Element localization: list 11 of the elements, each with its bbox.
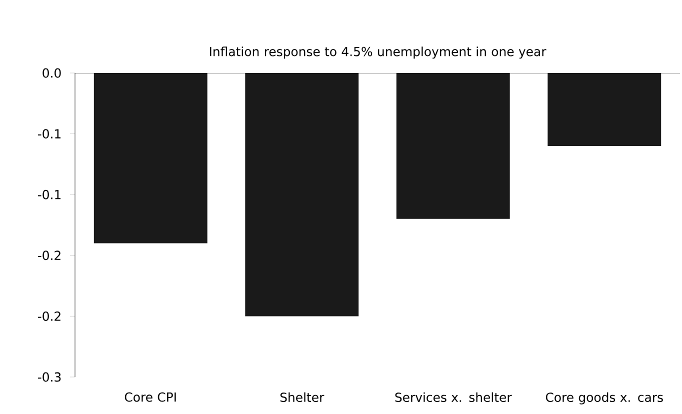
- y-tick-label: 0.0: [42, 68, 61, 78]
- y-tick-label: -0.2: [38, 311, 60, 321]
- y-tick-label: -0.2: [38, 250, 60, 260]
- x-tick-label: Core goods x. cars: [546, 392, 663, 404]
- y-tick-label: -0.3: [38, 372, 61, 382]
- y-tick-label: -0.1: [38, 190, 61, 200]
- y-tick-label: -0.1: [38, 129, 61, 139]
- x-tick-label: Core CPI: [124, 392, 176, 402]
- x-tick-label: Shelter: [280, 392, 324, 402]
- x-tick-label: Services x. shelter: [395, 392, 512, 402]
- chart-title: Inflation response to 4.5% unemployment in one year: [210, 46, 546, 59]
